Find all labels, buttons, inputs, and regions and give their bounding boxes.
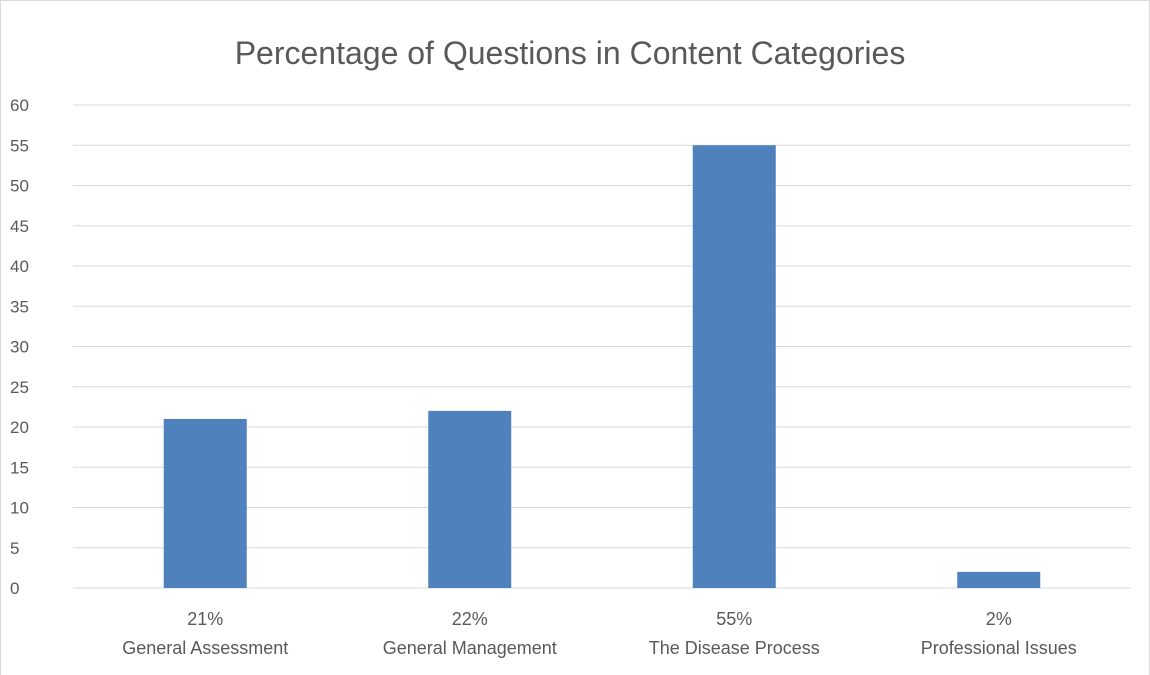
category-value-label: 22% [452, 609, 488, 629]
y-tick-label: 0 [10, 579, 19, 598]
frame-border-top [0, 0, 1150, 1]
chart-title: Percentage of Questions in Content Categ… [234, 35, 906, 71]
y-tick-label: 40 [10, 257, 29, 276]
y-tick-label: 5 [10, 539, 19, 558]
y-tick-label: 50 [10, 177, 29, 196]
y-tick-label: 45 [10, 217, 29, 236]
y-tick-label: 20 [10, 418, 29, 437]
y-tick-label: 15 [10, 458, 29, 477]
category-label: The Disease Process [649, 638, 820, 658]
category-label: Professional Issues [921, 638, 1077, 658]
bar-4 [957, 571, 1041, 588]
y-tick-label: 55 [10, 136, 29, 155]
frame-border-left [0, 0, 1, 675]
category-value-label: 2% [986, 609, 1012, 629]
category-value-label: 21% [187, 609, 223, 629]
y-tick-label: 10 [10, 499, 29, 518]
bar-3 [692, 145, 776, 588]
category-value-label: 55% [716, 609, 752, 629]
y-tick-label: 35 [10, 297, 29, 316]
y-tick-label: 25 [10, 378, 29, 397]
y-tick-label: 30 [10, 338, 29, 357]
category-label: General Management [383, 638, 557, 658]
bar-1 [163, 418, 247, 588]
category-label: General Assessment [122, 638, 288, 658]
bar-2 [428, 410, 512, 588]
y-tick-label: 60 [10, 96, 29, 115]
